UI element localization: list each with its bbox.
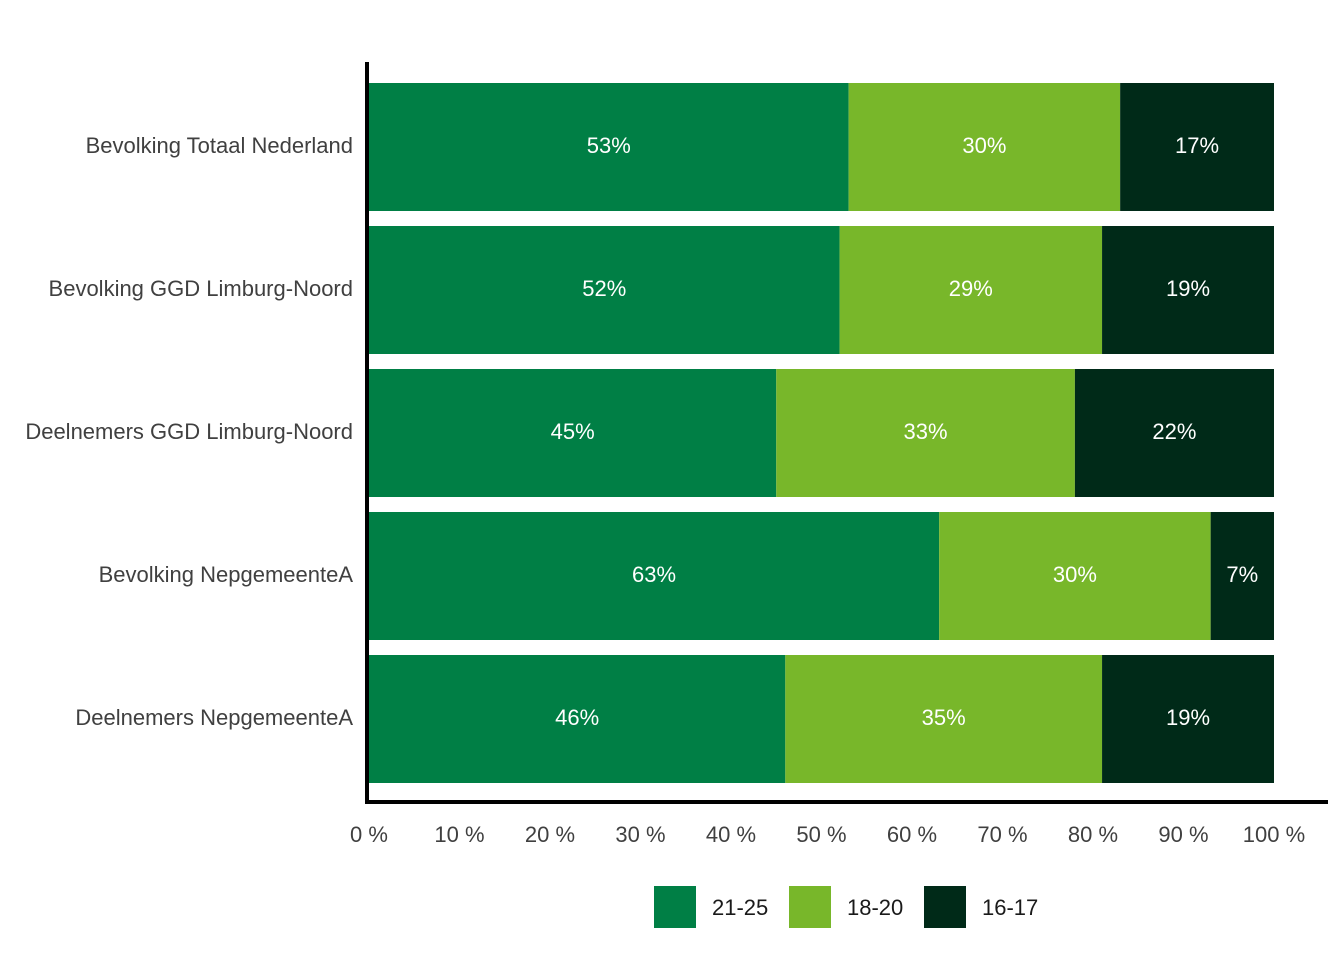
bar-segment-21-25 [369, 655, 786, 783]
category-labels: Bevolking Totaal Nederland Bevolking GGD … [25, 133, 353, 730]
bar-segment-18-20 [785, 655, 1103, 783]
data-label: 29% [949, 276, 993, 301]
category-label: Bevolking NepgemeenteA [99, 562, 354, 587]
data-label: 30% [1053, 562, 1097, 587]
data-label: 46% [555, 705, 599, 730]
bar-segment-21-25 [369, 226, 840, 354]
x-tick-label: 60 % [887, 822, 937, 847]
category-label: Deelnemers NepgemeenteA [75, 705, 353, 730]
legend-swatch-18-20 [789, 886, 831, 928]
legend-label: 18-20 [847, 895, 903, 920]
bar-segment-16-17 [1120, 83, 1274, 211]
bar-segment-16-17 [1074, 369, 1274, 497]
x-tick-label: 70 % [977, 822, 1027, 847]
data-label: 30% [962, 133, 1006, 158]
x-tick-label: 10 % [434, 822, 484, 847]
legend: 21-25 18-20 16-17 [654, 886, 1038, 928]
bar-segment-18-20 [839, 226, 1103, 354]
bars-group: 53% 30% 17% 52% 29% 19% 45% 33% 22% 63% 30% 7% 46% 35… [369, 83, 1274, 783]
x-tick-label: 90 % [1158, 822, 1208, 847]
x-tick-label: 30 % [615, 822, 665, 847]
x-tick-label: 0 % [350, 822, 388, 847]
bar-segment-18-20 [776, 369, 1075, 497]
data-label: 63% [632, 562, 676, 587]
bar-segment-16-17 [1210, 512, 1274, 640]
data-label: 17% [1175, 133, 1219, 158]
x-tick-label: 50 % [796, 822, 846, 847]
legend-swatch-16-17 [924, 886, 966, 928]
bar-segment-21-25 [369, 83, 849, 211]
bar-segment-21-25 [369, 512, 940, 640]
x-tick-label: 80 % [1068, 822, 1118, 847]
x-tick-label: 100 % [1243, 822, 1305, 847]
category-label: Bevolking Totaal Nederland [86, 133, 353, 158]
bar-segment-18-20 [939, 512, 1211, 640]
legend-label: 21-25 [712, 895, 768, 920]
x-axis-ticks: 0 % 10 % 20 % 30 % 40 % 50 % 60 % 70 % 80 % 90 % 1… [350, 822, 1305, 847]
bar-segment-18-20 [848, 83, 1121, 211]
data-label: 35% [922, 705, 966, 730]
x-tick-label: 40 % [706, 822, 756, 847]
data-label: 33% [904, 419, 948, 444]
legend-swatch-21-25 [654, 886, 696, 928]
data-label: 19% [1166, 276, 1210, 301]
category-label: Deelnemers GGD Limburg-Noord [25, 419, 353, 444]
bar-segment-16-17 [1102, 226, 1274, 354]
data-label: 19% [1166, 705, 1210, 730]
data-label: 22% [1152, 419, 1196, 444]
data-label: 7% [1226, 562, 1258, 587]
data-label: 45% [551, 419, 595, 444]
x-tick-label: 20 % [525, 822, 575, 847]
data-label: 52% [582, 276, 626, 301]
data-label: 53% [587, 133, 631, 158]
bar-segment-16-17 [1102, 655, 1274, 783]
legend-label: 16-17 [982, 895, 1038, 920]
category-label: Bevolking GGD Limburg-Noord [49, 276, 353, 301]
bar-segment-21-25 [369, 369, 777, 497]
